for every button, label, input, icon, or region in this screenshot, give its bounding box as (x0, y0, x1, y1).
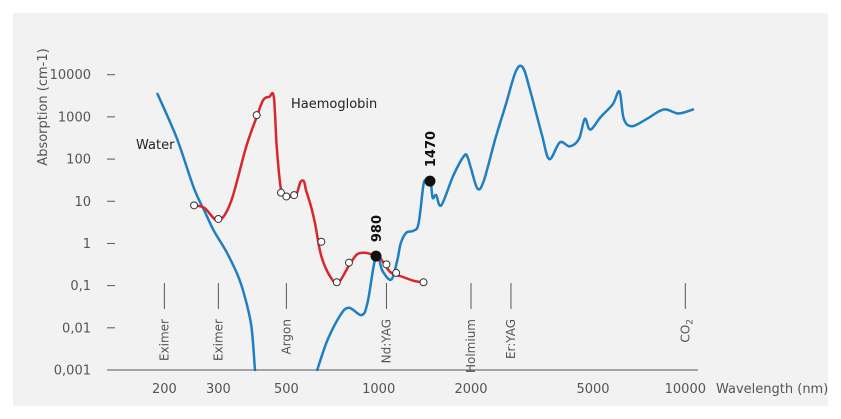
series-line-water (315, 64, 695, 372)
y-axis-title: Absorption (cm-1) (36, 48, 51, 165)
y-tick-label: 0,01 (62, 321, 91, 336)
axes (107, 74, 698, 371)
data-markers (190, 111, 436, 287)
x-tick-label: 10000 (665, 382, 706, 397)
y-tick-label: 100 (66, 153, 91, 168)
x-tick-label: 2000 (454, 382, 487, 397)
series-line-water (156, 92, 257, 372)
laser-label: CO2 (678, 319, 695, 343)
highlight-point-label: 980 (370, 215, 385, 242)
chart-panel: 10000 1000 100 10 1 0,1 0,01 0,001 200 300 500 1000… (13, 13, 828, 406)
y-tick-label: 10 (74, 195, 91, 210)
x-tick-label: 5000 (576, 382, 609, 397)
data-point (392, 268, 401, 277)
data-point (252, 111, 261, 120)
highlight-point-label: 1470 (424, 131, 439, 167)
x-axis-title: Wavelength (nm) (716, 382, 828, 397)
highlight-point (370, 250, 382, 262)
x-tick-label: 500 (274, 382, 299, 397)
laser-label: Eximer (157, 319, 171, 361)
data-point (290, 191, 299, 200)
y-tick-label: 1 (83, 237, 91, 252)
data-point (276, 188, 285, 197)
x-tick-label: 300 (206, 382, 231, 397)
laser-label: Holmium (464, 319, 478, 373)
data-point (332, 278, 341, 287)
laser-label: Nd:YAG (379, 319, 393, 363)
series-lines (156, 64, 695, 372)
y-tick-label: 0,1 (70, 279, 91, 294)
laser-label: Argon (279, 319, 293, 355)
data-point (282, 192, 291, 201)
y-tick-label: 10000 (50, 68, 91, 83)
y-tick-label: 1000 (58, 110, 91, 125)
x-tick-label: 1000 (362, 382, 395, 397)
laser-label: Er:YAG (504, 319, 518, 359)
highlight-point (424, 175, 436, 187)
data-point (190, 201, 199, 210)
laser-lines (163, 283, 686, 309)
water-annotation: Water (136, 138, 175, 153)
laser-label: Eximer (211, 319, 225, 361)
labels: 10000 1000 100 10 1 0,1 0,01 0,001 200 300 500 1000… (36, 48, 828, 397)
data-point (214, 214, 223, 223)
absorption-chart: 10000 1000 100 10 1 0,1 0,01 0,001 200 300 500 1000… (36, 48, 828, 397)
haemoglobin-annotation: Haemoglobin (291, 97, 377, 112)
x-tick-label: 200 (152, 382, 177, 397)
data-point (344, 258, 353, 267)
data-point (382, 260, 391, 269)
data-point (419, 278, 428, 287)
data-point (317, 237, 326, 246)
y-tick-label: 0,001 (54, 364, 91, 379)
